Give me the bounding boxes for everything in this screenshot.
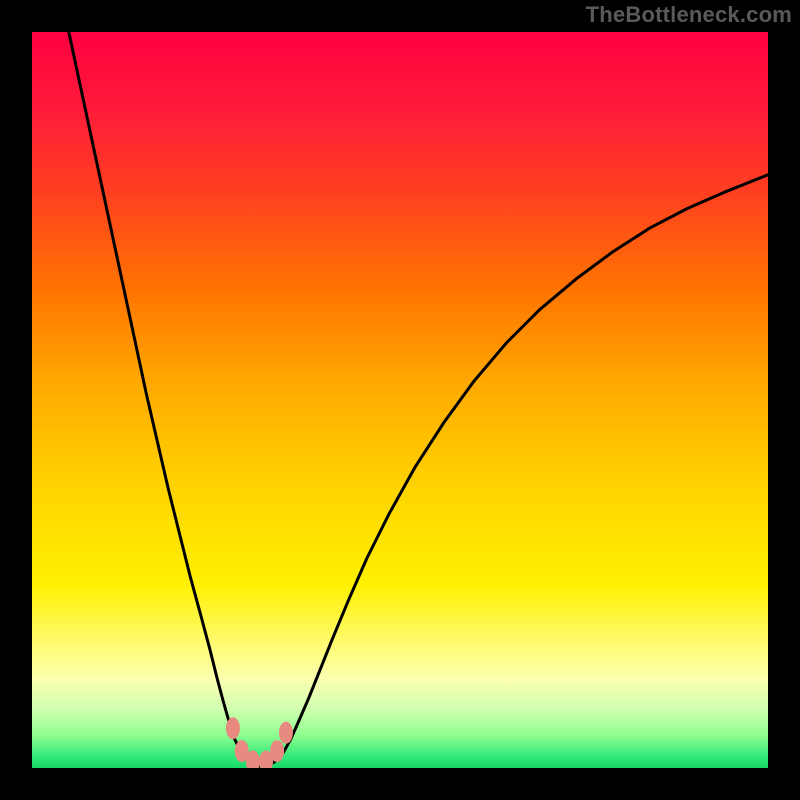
plot-area (32, 32, 768, 768)
curve-marker (270, 740, 284, 762)
plot-svg (32, 32, 768, 768)
plot-background (32, 32, 768, 768)
watermark-text: TheBottleneck.com (586, 2, 792, 28)
curve-marker (279, 722, 293, 744)
curve-marker (226, 717, 240, 739)
